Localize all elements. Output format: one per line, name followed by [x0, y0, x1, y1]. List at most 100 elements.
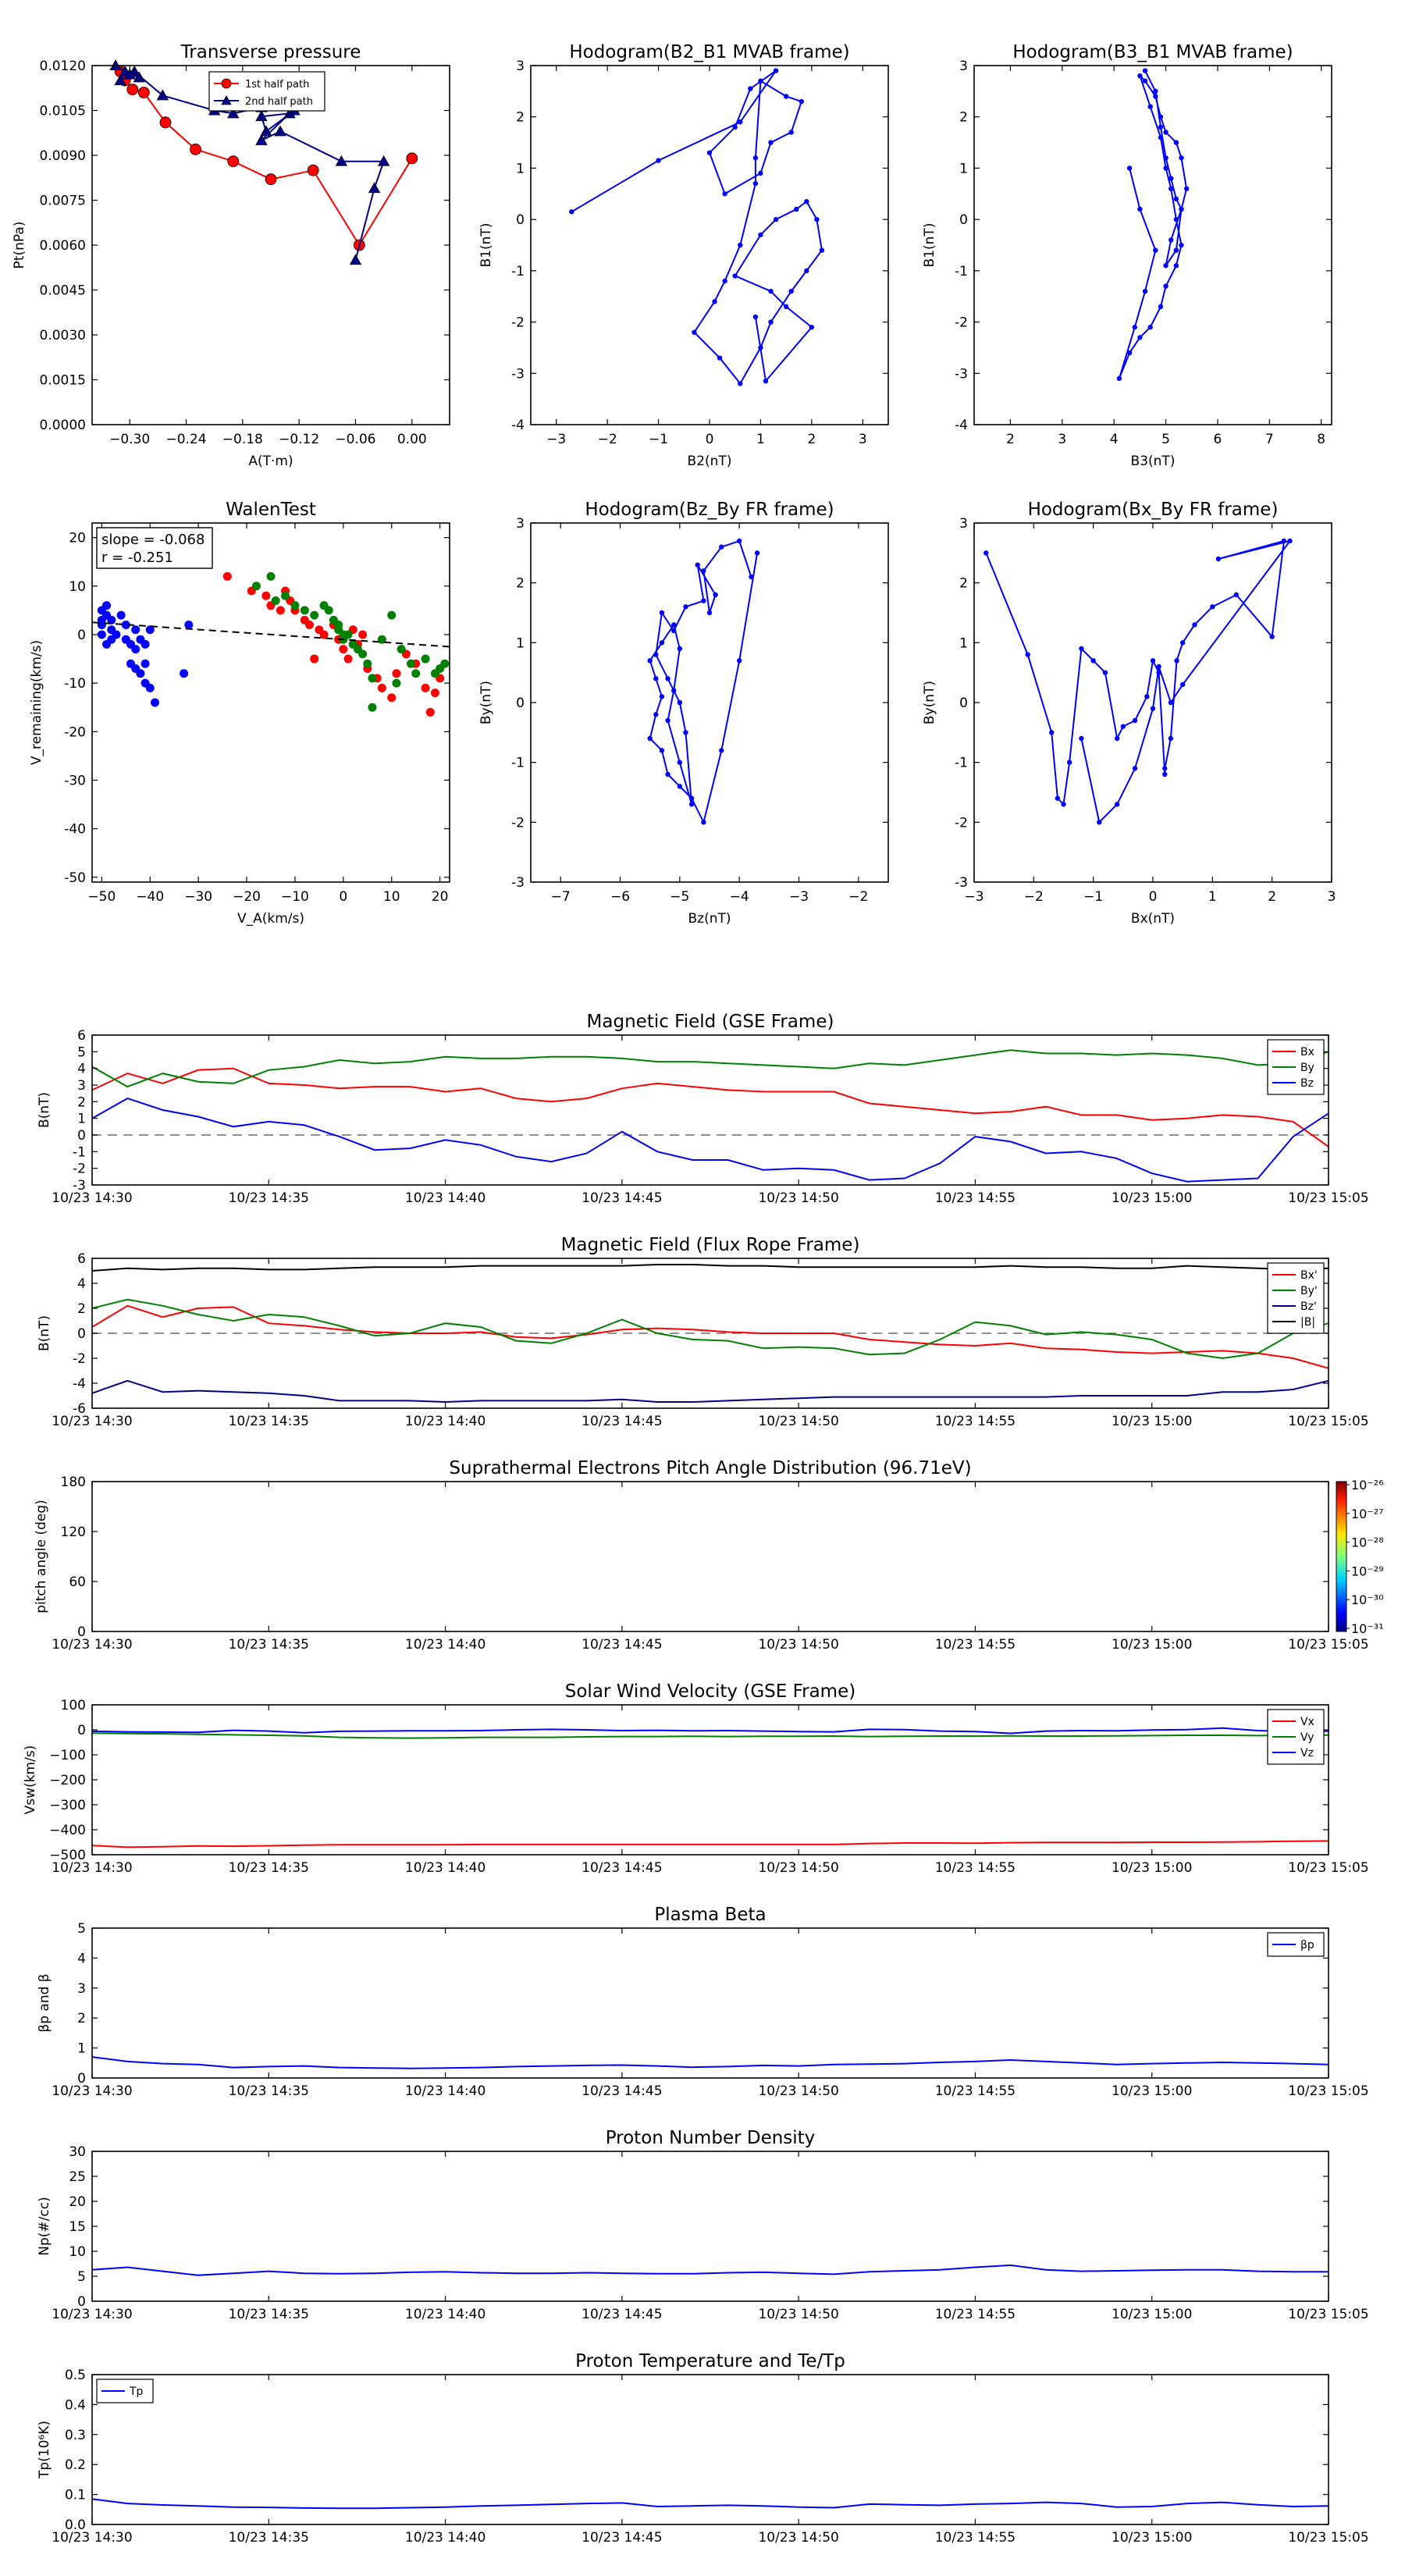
x-tick-label: −30 — [184, 889, 212, 905]
data-point — [695, 562, 700, 568]
data-point — [1269, 634, 1275, 639]
x-tick-label: 10/23 14:55 — [935, 1637, 1016, 1653]
data-point — [1168, 186, 1174, 191]
data-point — [1162, 771, 1168, 777]
y-tick-label: −500 — [49, 1848, 86, 1863]
y-tick-label: 2 — [77, 1301, 86, 1317]
data-point — [290, 601, 300, 610]
data-point — [1158, 304, 1164, 310]
x-tick-label: 10/23 14:30 — [52, 2083, 132, 2099]
data-point — [814, 216, 820, 222]
x-tick-label: 10/23 14:55 — [935, 1414, 1016, 1429]
colorbar-strip — [1336, 1481, 1347, 1632]
legend-label: Vx — [1300, 1716, 1314, 1728]
y-tick-label: 3 — [959, 59, 968, 74]
chart-title: Proton Number Density — [606, 2128, 816, 2148]
legend-label: Bx — [1300, 1046, 1314, 1059]
data-point — [349, 254, 362, 265]
y-tick-label: 30 — [69, 2144, 86, 2160]
data-point — [136, 669, 145, 678]
plot-area — [974, 523, 1332, 882]
data-point — [131, 645, 140, 654]
x-tick-label: 10/23 14:30 — [52, 2530, 132, 2546]
data-point — [783, 94, 789, 99]
x-tick-label: −2 — [848, 889, 868, 905]
y-tick-label: 5 — [77, 2269, 86, 2285]
legend: Bx By Bz — [1267, 1039, 1325, 1095]
chart-title: Hodogram(B3_B1 MVAB frame) — [1012, 42, 1293, 62]
data-point — [1179, 242, 1184, 248]
chart-title: Hodogram(B2_B1 MVAB frame) — [569, 42, 849, 62]
chart-title: Transverse pressure — [180, 42, 361, 62]
data-point — [752, 155, 759, 161]
y-tick-label: −300 — [49, 1798, 86, 1813]
y-tick-label: 2 — [959, 576, 968, 592]
y-tick-label: 6 — [77, 1251, 86, 1267]
y-tick-label: -4 — [511, 418, 525, 433]
x-tick-label: 0 — [339, 889, 347, 905]
y-axis-label: βp and β — [37, 1973, 52, 2032]
data-point — [732, 273, 738, 279]
x-tick-label: 10/23 14:35 — [229, 1190, 309, 1206]
data-point — [307, 164, 319, 176]
data-point — [324, 606, 333, 615]
y-tick-label: 2 — [77, 1094, 86, 1110]
chart-np: Proton Number Density 0 5 10 15 20 25 30 Np(#/cc… — [37, 2128, 1369, 2322]
y-tick-label: 0.0030 — [40, 328, 86, 343]
y-tick-label: 1 — [516, 635, 525, 651]
data-point — [1150, 706, 1156, 711]
x-tick-label: 10/23 14:30 — [52, 1190, 132, 1206]
y-tick-label: 3 — [77, 1078, 86, 1094]
y-tick-label: 0 — [959, 696, 968, 711]
data-point — [425, 707, 435, 717]
legend-label: Vz — [1300, 1747, 1314, 1759]
data-point — [368, 674, 377, 683]
x-tick-label: 3 — [1058, 432, 1066, 447]
series-line-0 — [91, 1840, 1329, 1848]
x-tick-label: 10/23 14:45 — [582, 1190, 662, 1206]
y-tick-label: 1 — [959, 161, 968, 176]
y-tick-label: 6 — [77, 1028, 86, 1044]
chart-title: Suprathermal Electrons Pitch Angle Distr… — [449, 1458, 971, 1478]
x-tick-label: 10/23 14:55 — [935, 2307, 1016, 2322]
series-line-1 — [91, 1298, 1329, 1360]
y-tick-label: −400 — [49, 1823, 86, 1838]
data-point — [732, 124, 738, 130]
data-point — [659, 694, 665, 699]
x-tick-label: 3 — [859, 432, 867, 447]
y-tick-label: -2 — [955, 815, 968, 831]
data-point — [114, 74, 126, 86]
data-point — [768, 319, 774, 325]
data-point — [1115, 802, 1120, 807]
x-tick-label: −7 — [551, 889, 571, 905]
series-line-0 — [91, 2264, 1329, 2276]
data-point — [1163, 130, 1168, 135]
data-point — [121, 621, 130, 630]
legend-label: Vy — [1300, 1731, 1314, 1744]
data-point — [102, 601, 112, 610]
data-point — [392, 678, 401, 688]
data-point — [1287, 538, 1293, 544]
x-tick-label: 10/23 14:35 — [229, 2083, 309, 2099]
data-point — [102, 639, 112, 649]
data-point — [722, 278, 727, 284]
y-tick-label: -4 — [955, 418, 968, 433]
data-point — [1168, 735, 1174, 742]
x-tick-label: −2 — [1024, 889, 1044, 905]
data-point — [804, 268, 809, 274]
y-tick-label: -2 — [73, 1351, 86, 1367]
x-tick-label: −3 — [789, 889, 809, 905]
chart-title: Hodogram(Bx_By FR frame) — [1028, 500, 1279, 520]
x-tick-label: 10/23 14:35 — [229, 1414, 309, 1429]
plot-frame — [91, 2374, 1329, 2525]
x-tick-label: −6 — [610, 889, 630, 905]
y-tick-label: 0.5 — [65, 2368, 86, 2383]
y-tick-label: 0.0000 — [40, 418, 86, 433]
data-point — [300, 606, 309, 615]
data-point — [665, 676, 670, 681]
data-point — [659, 610, 665, 616]
data-point — [701, 820, 706, 825]
y-tick-label: 0 — [77, 2071, 86, 2087]
data-point — [809, 324, 815, 330]
data-point — [343, 654, 353, 664]
